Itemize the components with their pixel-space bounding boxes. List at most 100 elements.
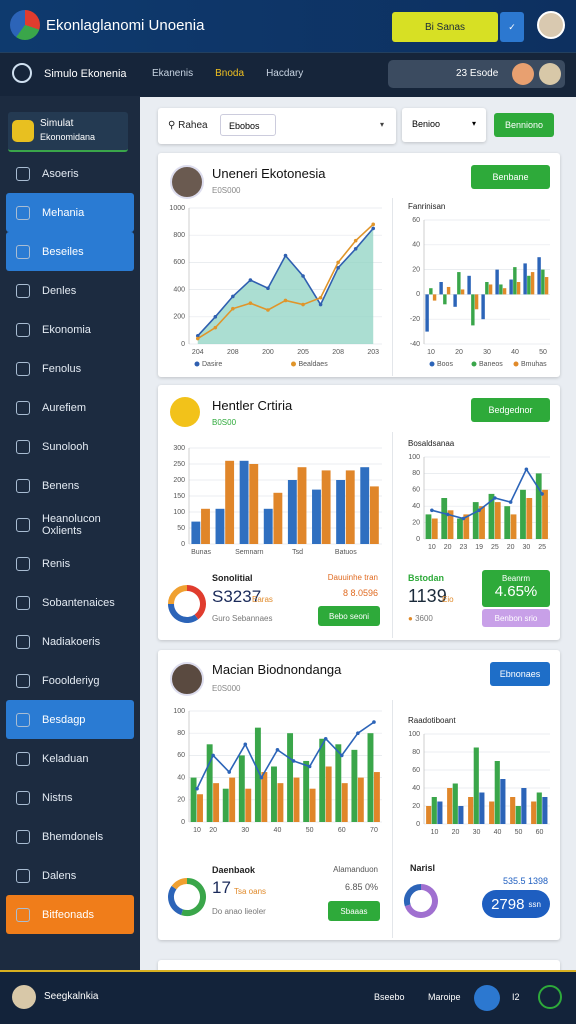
bar: [437, 801, 443, 824]
bar: [293, 777, 300, 822]
avatar[interactable]: [537, 11, 565, 39]
chart: Raadotiboant 0 20 40 60 80 100 10 20 30 40 50 60: [408, 716, 550, 836]
menu-item[interactable]: Besdagp: [6, 700, 134, 739]
filter-bar: ⚲ Rahea Ebobos ▾: [158, 108, 396, 144]
menu-item[interactable]: Sunolooh: [0, 427, 140, 466]
dropdown-button[interactable]: ✓: [500, 12, 524, 42]
menu-item[interactable]: Keladuan: [0, 739, 140, 778]
x-tick-label: Batuos: [335, 549, 357, 556]
y-tick-label: 200: [173, 314, 185, 321]
menu-item[interactable]: Benens: [0, 466, 140, 505]
x-tick-label: 50: [306, 827, 314, 834]
search[interactable]: ⚲ Rahea: [168, 120, 208, 131]
bar: [303, 760, 310, 822]
x-tick-label: 200: [262, 349, 274, 356]
menu-item[interactable]: Fooolderiyg: [0, 661, 140, 700]
bar: [191, 521, 201, 544]
card-button[interactable]: Ebnonaes: [490, 662, 550, 686]
point: [356, 731, 360, 735]
profile[interactable]: Simulat Ekonomidana: [8, 112, 128, 152]
primary-button[interactable]: Bi Sanas: [392, 12, 498, 42]
x-tick-label: 25: [538, 544, 546, 551]
menu-item[interactable]: Ekonomia: [0, 310, 140, 349]
stat-button[interactable]: Sbaaas: [328, 901, 380, 921]
bar: [531, 801, 537, 824]
menu-item[interactable]: Nadiakoeris: [0, 622, 140, 661]
menu-item[interactable]: Aurefiem: [0, 388, 140, 427]
y-tick-label: 60: [412, 767, 420, 774]
icon-button[interactable]: [538, 985, 562, 1009]
y-tick-label: 20: [412, 803, 420, 810]
menu-label: Nadiakoeris: [42, 635, 101, 648]
menu-item[interactable]: Denles: [0, 271, 140, 310]
menu-item[interactable]: Renis: [0, 544, 140, 583]
stat-note: ssn: [528, 899, 541, 909]
app-title: Ekonlaglanomi Unoenia: [46, 17, 205, 34]
select[interactable]: Benioo ▾: [402, 108, 486, 142]
menu-label: Aurefiem: [42, 401, 87, 414]
point: [266, 286, 270, 291]
y-tick-label: 0: [416, 291, 420, 298]
bar: [457, 272, 461, 295]
card-button[interactable]: Bedgednor: [471, 398, 550, 422]
menu-item[interactable]: Nistns: [0, 778, 140, 817]
footer-link[interactable]: Maroipe: [428, 992, 461, 1002]
stat-button[interactable]: Benbon srio: [482, 609, 550, 627]
avatar[interactable]: [12, 985, 36, 1009]
card-button[interactable]: Benbane: [471, 165, 550, 189]
status-avatar[interactable]: [539, 63, 561, 85]
tab[interactable]: Bnoda: [215, 68, 245, 79]
y-tick-label: 40: [412, 785, 420, 792]
menu-item[interactable]: Heanolucon Oxlients: [0, 505, 140, 544]
menu-item[interactable]: Dalens: [0, 856, 140, 895]
bar: [452, 783, 458, 824]
point: [540, 492, 544, 496]
tab[interactable]: Ekanenis: [152, 68, 194, 79]
menu-label: Sunolooh: [42, 440, 89, 453]
filter-field[interactable]: Ebobos: [220, 114, 276, 136]
x-tick-label: 50: [539, 349, 547, 356]
point: [195, 336, 200, 341]
bar: [201, 508, 210, 544]
x-tick-label: 23: [459, 544, 467, 551]
menu-item[interactable]: Asoeris: [0, 154, 140, 193]
bar: [369, 486, 379, 544]
y-tick-label: 800: [173, 232, 185, 239]
bar: [345, 470, 355, 544]
avatar: [170, 662, 204, 696]
stat-button[interactable]: Bebo seoni: [318, 606, 380, 626]
menu-item[interactable]: Fenolus: [0, 349, 140, 388]
menu-item[interactable]: Beseiles: [6, 232, 134, 271]
donut-segment: [404, 884, 438, 918]
bar: [271, 766, 277, 822]
x-tick-label: 60: [536, 829, 544, 836]
caret[interactable]: ▾: [380, 120, 385, 129]
point: [307, 764, 312, 769]
nav-bar: Simulo Ekonenia Ekanenis Bnoda Hacdary 23 …: [0, 52, 576, 97]
point: [336, 260, 340, 265]
menu-item[interactable]: Sobantenaices: [0, 583, 140, 622]
x-tick-label: 208: [332, 349, 344, 356]
menu-item[interactable]: Bhemdonels: [0, 817, 140, 856]
bar: [513, 267, 517, 295]
stat-note: Earas: [252, 595, 273, 604]
menu-item[interactable]: Mehania: [6, 193, 134, 232]
y-tick-label: 100: [173, 708, 185, 715]
tab[interactable]: Hacdary: [266, 68, 304, 79]
point: [195, 334, 200, 338]
stat-caption: ● 3600: [408, 614, 433, 623]
divider: [392, 700, 393, 938]
menu-label: Asoeris: [42, 167, 79, 180]
icon-button[interactable]: [474, 985, 500, 1011]
menu-item[interactable]: Bitfeonads: [6, 895, 134, 934]
y-tick-label: 0: [416, 821, 420, 828]
bar: [238, 755, 245, 822]
filter-button[interactable]: Benniono: [494, 113, 554, 137]
bar: [530, 272, 535, 295]
status-avatar[interactable]: [512, 63, 534, 85]
stat-label: Daenbaok: [212, 865, 256, 875]
bar: [263, 508, 273, 544]
stat-value: 1139: [408, 586, 447, 606]
footer-link[interactable]: Bseebo: [374, 992, 405, 1002]
nav-title: Simulo Ekonenia: [44, 68, 127, 80]
